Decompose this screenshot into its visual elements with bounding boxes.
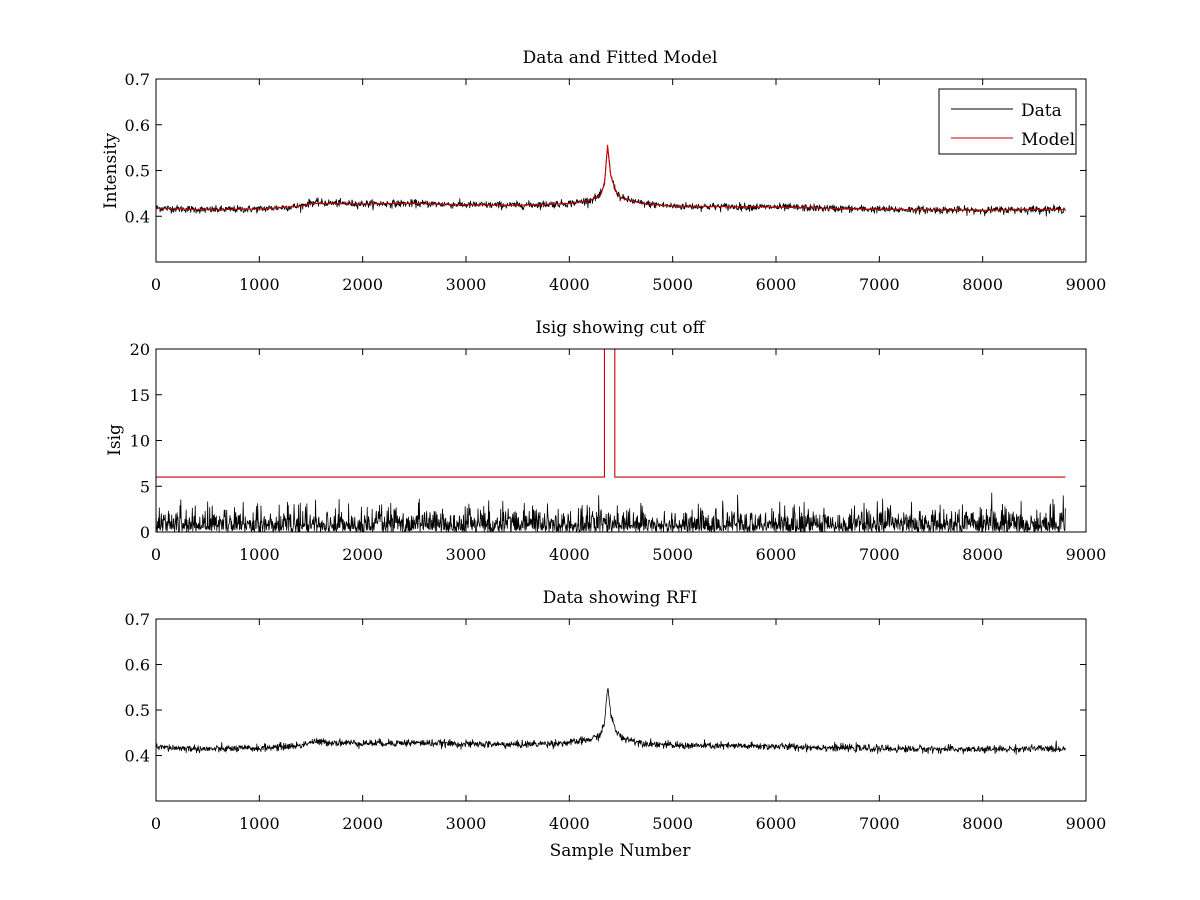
- x-tick-label: 7000: [859, 545, 900, 564]
- panel-1-legend: Data Model: [938, 88, 1077, 155]
- x-tick-label: 9000: [1066, 275, 1107, 294]
- panel-1-data-fitted-model: Data and Fitted Model Intensity 0 1000 200…: [101, 48, 1106, 294]
- y-tick-label: 0.6: [125, 656, 150, 675]
- panel-3-title: Data showing RFI: [543, 588, 698, 608]
- legend-box: [938, 88, 1077, 155]
- y-tick-label: 15: [130, 386, 150, 405]
- x-tick-label: 4000: [549, 275, 590, 294]
- y-tick-label: 0.5: [125, 162, 150, 181]
- y-tick-label: 0.4: [125, 747, 150, 766]
- series-isig-line: [156, 492, 1066, 532]
- x-tick-label: 6000: [756, 545, 797, 564]
- x-tick-label: 1000: [239, 275, 280, 294]
- x-tick-label: 8000: [962, 275, 1003, 294]
- y-tick-label: 0.5: [125, 701, 150, 720]
- panel-2-title: Isig showing cut off: [535, 318, 706, 338]
- y-tick-label: 0.7: [125, 70, 150, 89]
- x-tick-label: 2000: [342, 545, 383, 564]
- y-tick-label: 0.6: [125, 116, 150, 135]
- series-cutoff-line: [156, 349, 1066, 478]
- x-tick-label: 3000: [446, 545, 487, 564]
- x-tick-label: 4000: [549, 545, 590, 564]
- x-tick-label: 0: [151, 545, 161, 564]
- y-tick-label: 0.4: [125, 207, 150, 226]
- panel-2-plot-area: 0 1000 2000 3000 4000 5000 6000 7000 8000 9000 0 5 1…: [130, 340, 1107, 564]
- x-tick-label: 3000: [446, 814, 487, 833]
- panel-1-plot-area: 0 1000 2000 3000 4000 5000 6000 7000 8000 9000 0.4…: [125, 70, 1107, 294]
- series-model-line: [156, 144, 1066, 211]
- x-tick-label: 6000: [756, 814, 797, 833]
- x-tick-label: 0: [151, 275, 161, 294]
- legend-label-model: Model: [1021, 130, 1075, 150]
- panel-3-data-rfi: Data showing RFI Sample Number 0 1000 2000…: [125, 588, 1107, 861]
- x-tick-label: 5000: [652, 814, 693, 833]
- x-tick-label: 5000: [652, 545, 693, 564]
- x-tick-label: 1000: [239, 814, 280, 833]
- y-tick-label: 10: [130, 432, 150, 451]
- y-tick-label: 20: [130, 340, 150, 359]
- y-tick-label: 5: [140, 477, 150, 496]
- series-group: [156, 144, 1066, 217]
- x-tick-label: 9000: [1066, 814, 1107, 833]
- x-tick-label: 0: [151, 814, 161, 833]
- x-tick-label: 2000: [342, 814, 383, 833]
- x-tick-label: 2000: [342, 275, 383, 294]
- x-tick-label: 8000: [962, 545, 1003, 564]
- panel-3-xlabel: Sample Number: [550, 841, 692, 861]
- panel-1-ylabel: Intensity: [101, 133, 121, 209]
- panel-2-ylabel: Isig: [105, 424, 125, 456]
- x-tick-label: 3000: [446, 275, 487, 294]
- x-tick-label: 7000: [859, 814, 900, 833]
- legend-label-data: Data: [1021, 101, 1062, 121]
- x-tick-label: 5000: [652, 275, 693, 294]
- series-group: [156, 688, 1066, 755]
- x-tick-label: 6000: [756, 275, 797, 294]
- panel-3-plot-area: 0 1000 2000 3000 4000 5000 6000 7000 8000 9000 0.4…: [125, 610, 1107, 833]
- y-tick-label: 0.7: [125, 610, 150, 629]
- panel-2-isig-cut-off: Isig showing cut off Isig 0 1000 2000 3000 4…: [105, 318, 1106, 564]
- panel-1-title: Data and Fitted Model: [523, 48, 718, 68]
- x-tick-label: 9000: [1066, 545, 1107, 564]
- x-tick-label: 8000: [962, 814, 1003, 833]
- series-isig-line: [156, 688, 1066, 755]
- x-tick-label: 4000: [549, 814, 590, 833]
- y-tick-label: 0: [140, 523, 150, 542]
- x-tick-label: 7000: [859, 275, 900, 294]
- series-group: [156, 349, 1066, 532]
- x-tick-label: 1000: [239, 545, 280, 564]
